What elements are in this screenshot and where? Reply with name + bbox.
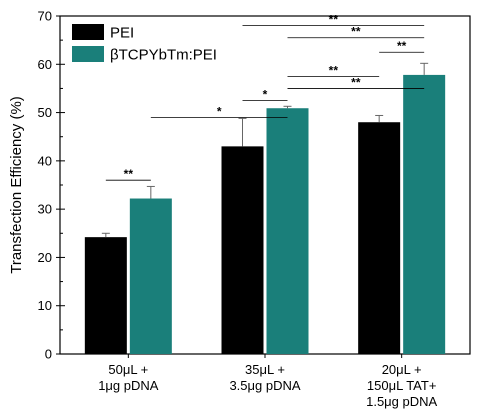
x-tick-label: 3.5μg pDNA — [229, 378, 300, 393]
y-tick-label: 10 — [38, 298, 52, 313]
x-tick-label: 1μg pDNA — [98, 378, 159, 393]
bar — [84, 237, 127, 354]
bar — [266, 108, 309, 355]
y-tick-label: 30 — [38, 202, 52, 217]
legend-label: βTCPYbTm:PEI — [110, 47, 217, 64]
legend-label: PEI — [110, 25, 134, 42]
significance-label: ** — [329, 13, 339, 27]
significance-label: ** — [124, 167, 134, 181]
bar — [221, 146, 264, 354]
y-axis-label: Transfection Efficiency (%) — [8, 96, 25, 274]
significance-label: ** — [351, 75, 361, 89]
significance-brackets: ************** — [105, 13, 425, 181]
legend-swatch — [72, 46, 104, 62]
axes: 0 10 20 30 40 50 60 70 50μL +1μg pDNA 35μL +3.5μg… — [38, 9, 471, 409]
significance-label: * — [263, 88, 268, 102]
x-tick-label: 50μL + — [108, 362, 148, 377]
bar — [358, 122, 401, 354]
significance-label: * — [217, 104, 222, 118]
y-tick-label: 70 — [38, 9, 52, 24]
legend-swatch — [72, 24, 104, 40]
y-tick-label: 0 — [45, 347, 52, 362]
x-tick-label: 1.5μg pDNA — [366, 394, 437, 409]
y-tick-label: 20 — [38, 250, 52, 265]
bar — [403, 74, 446, 354]
significance-label: ** — [351, 25, 361, 39]
bars — [84, 62, 446, 355]
significance-label: ** — [329, 63, 339, 77]
y-tick-label: 50 — [38, 105, 52, 120]
y-tick-label: 60 — [38, 57, 52, 72]
significance-label: ** — [397, 39, 407, 53]
legend: PEI βTCPYbTm:PEI — [72, 24, 217, 64]
x-tick-label: 150μL TAT+ — [367, 378, 437, 393]
x-tick-label: 20μL + — [382, 362, 422, 377]
y-tick-label: 40 — [38, 153, 52, 168]
x-tick-label: 35μL + — [245, 362, 285, 377]
bar — [129, 198, 172, 354]
